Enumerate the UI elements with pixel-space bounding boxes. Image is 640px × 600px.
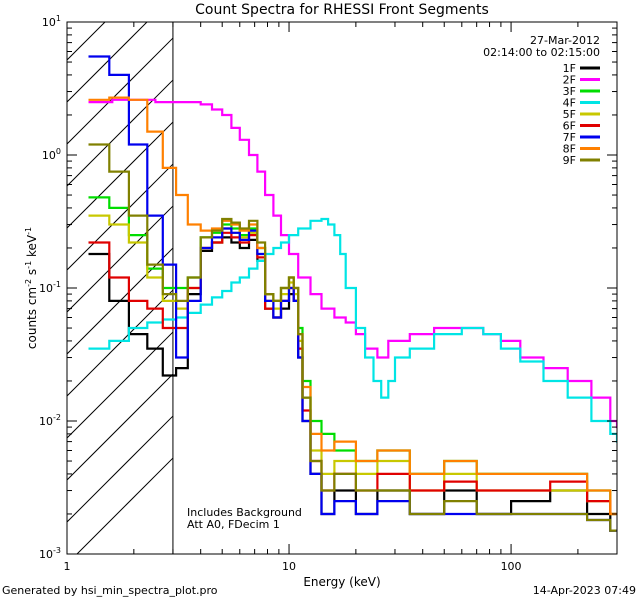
y-tick-label: 10-2: [39, 413, 61, 428]
series-line-6F: [88, 231, 617, 516]
series-line-7F: [88, 55, 617, 532]
legend-label-6F: 6F: [563, 120, 576, 133]
axis-ticks: 1 10 100 10-3 10-2 10-1 100 101: [39, 14, 618, 573]
legend-label-1F: 1F: [563, 62, 576, 75]
y-tick-label: 10-1: [39, 280, 61, 295]
legend-label-3F: 3F: [563, 85, 576, 98]
y-tick-label: 100: [42, 147, 61, 162]
x-tick-label: 1: [64, 560, 71, 573]
footer-timestamp: 14-Apr-2023 07:49: [533, 584, 636, 597]
x-tick-label: 100: [501, 560, 522, 573]
hatch-line: [76, 457, 174, 554]
legend-label-2F: 2F: [563, 74, 576, 87]
hatch-line: [67, 37, 174, 145]
legend-label-8F: 8F: [563, 143, 576, 156]
hatch-line: [67, 163, 174, 271]
annotation-attenuator: Att A0, FDecim 1: [187, 518, 280, 531]
hatch-line: [67, 415, 174, 523]
series-line-1F: [88, 236, 617, 532]
legend-label-7F: 7F: [563, 131, 576, 144]
y-tick-label: 10-3: [39, 546, 61, 561]
chart-title: Count Spectra for RHESSI Front Segments: [195, 2, 489, 18]
legend-label-9F: 9F: [563, 154, 576, 167]
hatch-line: [67, 331, 174, 439]
hatch-line: [67, 373, 174, 481]
date-label: 27-Mar-2012: [530, 34, 600, 47]
x-tick-label: 10: [282, 560, 296, 573]
hatch-line: [67, 289, 174, 397]
annotation-background: Includes Background: [187, 506, 302, 519]
series-lines: [88, 55, 617, 532]
footer-generator: Generated by hsi_min_spectra_plot.pro: [2, 584, 218, 597]
hatch-line: [67, 22, 106, 61]
hatch-line: [67, 205, 174, 313]
y-axis-title: counts cm-2 s-1 keV-1: [24, 227, 39, 349]
x-axis-title: Energy (keV): [303, 575, 380, 589]
hatch-line: [67, 121, 174, 229]
legend-label-5F: 5F: [563, 108, 576, 121]
time-range-label: 02:14:00 to 02:15:00: [483, 46, 600, 59]
series-line-5F: [88, 214, 617, 516]
series-line-4F: [88, 217, 617, 443]
hatched-region: [67, 0, 174, 554]
series-line-9F: [88, 143, 617, 532]
hatch-line: [67, 22, 148, 103]
hatch-line: [67, 79, 174, 187]
y-tick-label: 101: [42, 14, 61, 29]
series-line-3F: [88, 196, 617, 516]
legend-label-4F: 4F: [563, 97, 576, 110]
hatch-line: [67, 0, 173, 18]
